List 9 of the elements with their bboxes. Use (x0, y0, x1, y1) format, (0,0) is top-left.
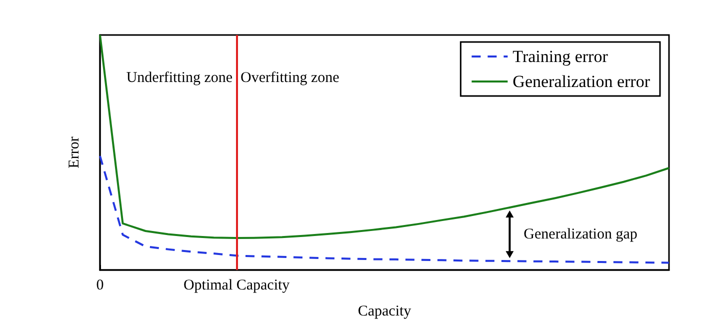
y-axis-title: Error (66, 136, 82, 168)
legend-label: Training error (512, 47, 608, 66)
x-axis-title: Capacity (358, 304, 412, 320)
annotation: Generalization gap (524, 226, 638, 242)
annotation: Overfitting zone (240, 70, 340, 86)
annotation: Underfitting zone (126, 70, 233, 86)
legend-label: Generalization error (512, 72, 650, 91)
x-tick-label: 0 (96, 278, 104, 294)
x-tick-label: Optimal Capacity (183, 278, 290, 294)
